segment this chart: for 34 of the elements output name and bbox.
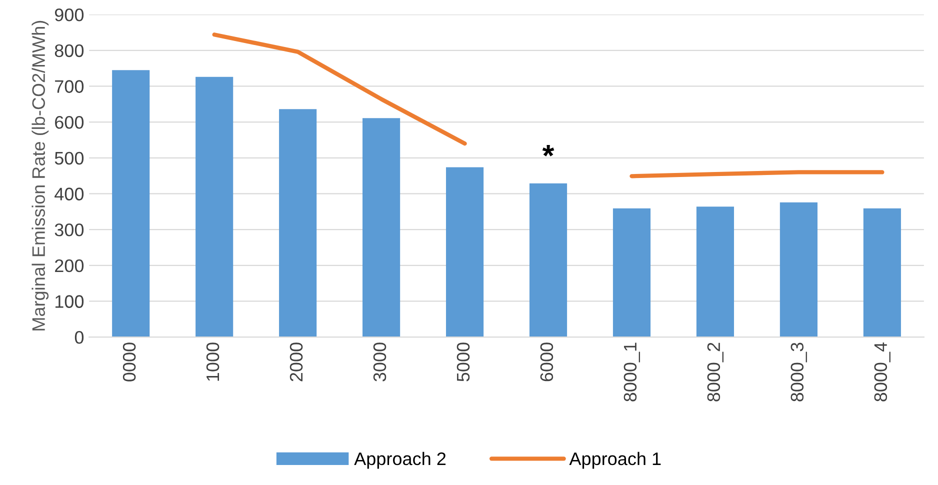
bar (612, 208, 651, 338)
legend-label: Approach 2 (354, 452, 446, 469)
bar (446, 167, 484, 338)
bar (112, 70, 150, 338)
bar (196, 76, 234, 338)
x-tick-label: 0000 (122, 342, 136, 382)
bar (529, 183, 568, 338)
y-tick-label: 600 (55, 116, 84, 129)
y-tick-label: 700 (55, 80, 84, 93)
legend-label: Approach 1 (569, 452, 661, 469)
x-tick-label: 3000 (373, 342, 386, 382)
y-tick-label: 0 (74, 331, 84, 344)
y-tick-label: 100 (56, 295, 84, 308)
bar (696, 206, 734, 338)
annotation: * (542, 144, 554, 156)
bar (362, 118, 400, 338)
x-tick-label: 6000 (540, 342, 554, 382)
x-tick-label: 8000_2 (707, 342, 724, 402)
y-tick-label: 200 (55, 259, 84, 272)
x-tick-label: 1000 (206, 342, 220, 381)
x-tick-label: 8000_3 (790, 342, 807, 402)
x-tick-label: 5000 (456, 342, 470, 382)
bar (279, 109, 317, 338)
bar (780, 202, 818, 338)
y-tick-label: 800 (54, 44, 84, 58)
y-tick-label: 900 (54, 8, 84, 22)
x-tick-label: 8000_4 (874, 342, 890, 402)
x-tick-label: 8000_1 (624, 342, 640, 402)
bar (863, 208, 901, 338)
y-tick-label: 400 (54, 188, 84, 200)
x-tick-label: 2000 (290, 342, 303, 382)
y-tick-label: 300 (54, 224, 84, 236)
y-axis-title: Marginal Emission Rate (lb-CO2/MWh) (32, 20, 49, 330)
y-tick-label: 500 (54, 152, 84, 165)
